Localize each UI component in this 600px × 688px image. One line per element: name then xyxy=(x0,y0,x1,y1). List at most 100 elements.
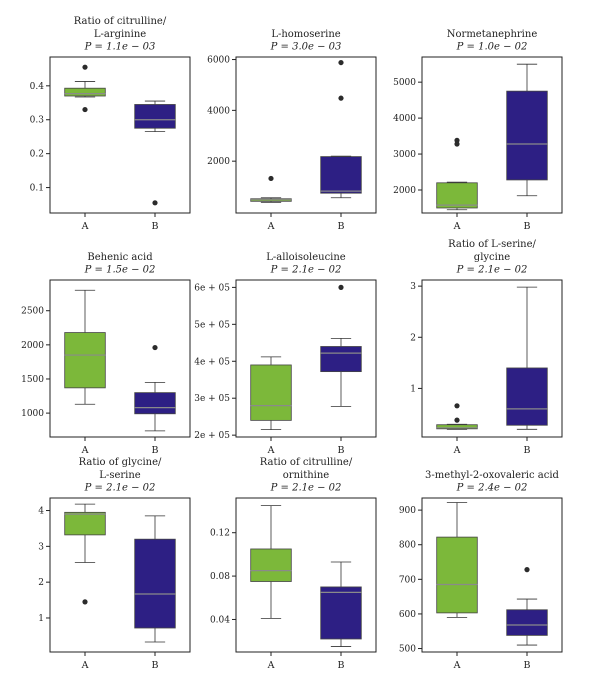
outlier-point xyxy=(82,599,88,605)
panel-2: L-homoserine P = 3.0e − 03 2000 4000 6000 A B xyxy=(207,29,377,232)
x-tick-label: B xyxy=(152,660,159,671)
iqr-box xyxy=(320,346,362,373)
y-tick-label: 5000 xyxy=(393,78,416,88)
outlier-point xyxy=(454,141,460,147)
iqr-box xyxy=(506,609,548,636)
y-tick-label: 500 xyxy=(399,645,416,655)
y-tick-label: 6000 xyxy=(207,56,230,66)
panel-pvalue: P = 3.0e − 03 xyxy=(270,42,342,53)
box-B xyxy=(134,344,176,432)
x-tick-label: A xyxy=(81,221,89,232)
x-tick-label: B xyxy=(338,221,345,232)
box-A xyxy=(64,289,106,405)
y-tick-label: 4000 xyxy=(207,106,230,116)
panel-title-line: glycine xyxy=(474,252,510,263)
x-tick-label: A xyxy=(267,221,275,232)
panel-frame xyxy=(49,56,191,214)
box-B xyxy=(320,284,362,407)
y-tick-label: 3 xyxy=(410,282,416,292)
y-tick-label: 2e + 05 xyxy=(194,431,230,441)
panel-title-line: ornithine xyxy=(283,470,330,481)
outlier-point xyxy=(338,284,344,290)
y-tick-label: 3 xyxy=(38,542,44,552)
y-tick-label: 0.04 xyxy=(210,615,230,625)
panel-title-line: L-serine xyxy=(99,470,140,481)
panel-pvalue: P = 2.1e − 02 xyxy=(270,483,342,494)
y-tick-label: 800 xyxy=(399,541,416,551)
x-tick-label: A xyxy=(453,660,461,671)
panel-title-line: Normetanephrine xyxy=(447,29,538,40)
y-tick-label: 4 xyxy=(38,507,44,517)
outlier-point xyxy=(454,403,460,409)
x-tick-label: B xyxy=(152,221,159,232)
iqr-box xyxy=(64,332,106,389)
y-tick-label: 0.08 xyxy=(210,572,230,582)
y-tick-label: 700 xyxy=(399,575,416,585)
outlier-point xyxy=(82,64,88,70)
y-tick-label: 1500 xyxy=(21,375,44,385)
panel-8: Ratio of citrulline/ornithine P = 2.1e − … xyxy=(210,457,377,671)
panel-pvalue: P = 1.0e − 02 xyxy=(456,42,528,53)
y-tick-label: 0.4 xyxy=(30,82,45,92)
x-tick-label: B xyxy=(338,660,345,671)
panel-pvalue: P = 1.5e − 02 xyxy=(84,265,156,276)
panel-frame xyxy=(235,56,377,214)
iqr-box xyxy=(134,392,176,415)
x-tick-label: A xyxy=(267,445,275,456)
box-A xyxy=(436,137,478,211)
x-tick-label: A xyxy=(453,221,461,232)
y-tick-label: 1 xyxy=(410,384,416,394)
y-tick-label: 3e + 05 xyxy=(194,394,230,404)
panel-title-line: Behenic acid xyxy=(87,252,153,263)
iqr-box xyxy=(436,182,478,209)
y-tick-label: 2000 xyxy=(393,186,416,196)
panel-1: Ratio of citrulline/L-arginine P = 1.1e −… xyxy=(30,16,191,232)
panel-title-line: Ratio of citrulline/ xyxy=(260,457,353,468)
outlier-point xyxy=(152,200,158,206)
x-tick-label: B xyxy=(338,445,345,456)
y-tick-label: 6e + 05 xyxy=(194,283,230,293)
iqr-box xyxy=(250,364,292,421)
box-B xyxy=(506,567,548,646)
y-tick-label: 2000 xyxy=(21,341,44,351)
iqr-box xyxy=(506,367,548,426)
iqr-box xyxy=(506,90,548,181)
y-tick-label: 5e + 05 xyxy=(194,320,230,330)
y-tick-label: 2 xyxy=(38,578,44,588)
x-tick-label: A xyxy=(81,660,89,671)
panel-frame xyxy=(421,497,563,653)
x-tick-label: A xyxy=(453,445,461,456)
y-tick-label: 900 xyxy=(399,506,416,516)
outlier-point xyxy=(152,344,158,351)
outlier-point xyxy=(454,137,460,143)
panel-frame xyxy=(49,279,191,438)
x-tick-label: A xyxy=(81,445,89,456)
panel-pvalue: P = 1.1e − 03 xyxy=(84,42,156,53)
panel-6: Ratio of L-serine/glycine P = 2.1e − 02 1 2… xyxy=(410,239,563,456)
outlier-point xyxy=(524,567,530,573)
box-B xyxy=(320,561,362,647)
box-A xyxy=(436,403,478,430)
iqr-box xyxy=(134,538,176,629)
y-tick-label: 0.3 xyxy=(30,116,45,126)
panel-frame xyxy=(421,56,563,214)
outlier-point xyxy=(268,175,274,182)
x-tick-label: B xyxy=(524,660,531,671)
iqr-box xyxy=(134,104,176,129)
box-A xyxy=(64,64,106,113)
iqr-box xyxy=(436,536,478,614)
panel-title-line: L-homoserine xyxy=(271,29,340,40)
y-tick-label: 2500 xyxy=(21,307,44,317)
panel-frame xyxy=(235,497,377,653)
box-A xyxy=(250,356,292,431)
y-tick-label: 600 xyxy=(399,610,416,620)
panel-pvalue: P = 2.1e − 02 xyxy=(456,265,528,276)
y-tick-label: 2 xyxy=(410,333,416,343)
panel-title-line: Ratio of citrulline/ xyxy=(74,16,167,27)
x-tick-label: B xyxy=(524,221,531,232)
panel-frame xyxy=(421,279,563,438)
panel-title-line: L-arginine xyxy=(94,29,146,40)
y-tick-label: 2000 xyxy=(207,157,230,167)
outlier-point xyxy=(338,95,344,101)
